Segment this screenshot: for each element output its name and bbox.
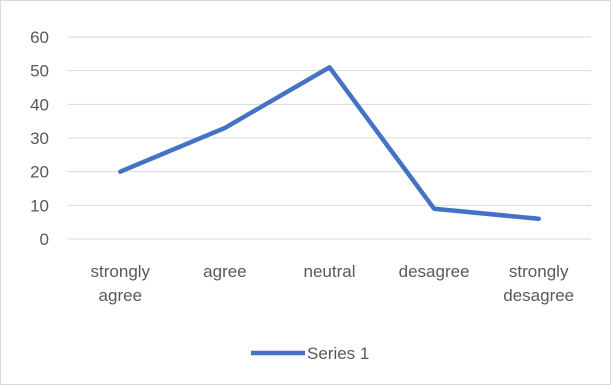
legend: Series 1: [251, 344, 369, 363]
series-line-1: [120, 67, 538, 219]
y-axis-tick-labels: 0 10 20 30 40 50 60: [30, 28, 49, 249]
y-tick-label-0: 0: [40, 230, 49, 249]
y-tick-label-20: 20: [30, 163, 49, 182]
legend-label-series-1: Series 1: [307, 344, 369, 363]
y-tick-label-60: 60: [30, 28, 49, 47]
y-tick-label-30: 30: [30, 129, 49, 148]
x-tick-label-2: neutral: [304, 262, 356, 281]
y-tick-label-10: 10: [30, 196, 49, 215]
x-tick-label-1: agree: [203, 262, 246, 281]
x-tick-label-3: desagree: [399, 262, 470, 281]
y-tick-label-40: 40: [30, 95, 49, 114]
y-tick-label-50: 50: [30, 62, 49, 81]
series-lines: [120, 67, 538, 219]
